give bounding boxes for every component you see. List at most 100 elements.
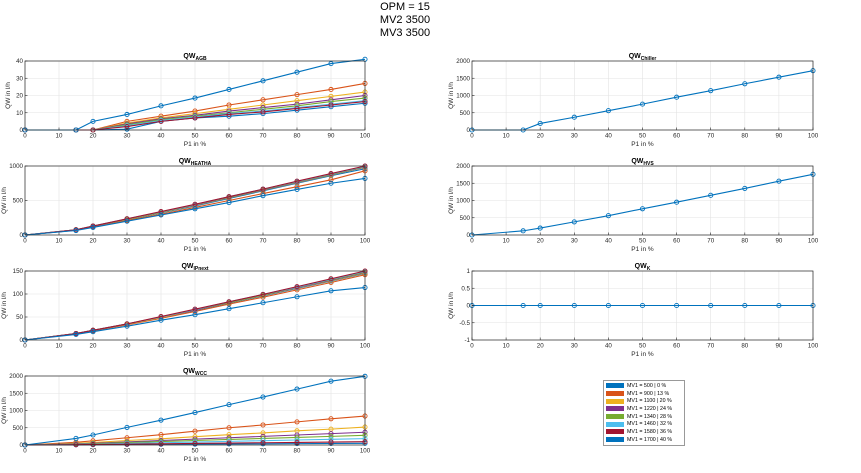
x-tick-label: 80 [741, 343, 748, 350]
y-tick-label: 1500 [456, 180, 470, 187]
x-tick-label: 90 [775, 133, 782, 140]
data-point [708, 192, 714, 198]
x-tick-label: 70 [260, 238, 267, 245]
data-point [192, 440, 198, 446]
series-line [471, 173, 814, 236]
data-point [192, 312, 198, 318]
y-tick-label: 100 [13, 291, 24, 298]
data-point [73, 227, 79, 234]
data-point [328, 180, 334, 186]
x-tick-label: 60 [673, 343, 680, 350]
x-tick-label: 0 [470, 238, 474, 245]
legend-label: MV1 = 1700 | 40 % [627, 436, 673, 443]
data-point [674, 199, 680, 205]
chart-title-main: QW [631, 158, 643, 165]
x-tick-label: 30 [124, 448, 131, 455]
data-point [294, 92, 300, 98]
data-point [294, 186, 300, 193]
x-tick-label: 70 [707, 238, 714, 245]
y-tick-label: 30 [16, 75, 23, 82]
legend-swatch [606, 398, 624, 404]
y-tick-label: 0 [467, 232, 471, 239]
chart-title-sub: HVS [643, 161, 654, 167]
legend-entry: MV1 = 1100 | 20 % [606, 397, 682, 405]
x-axis-label: P1 in % [184, 141, 207, 148]
data-point [90, 432, 96, 438]
legend-entry: MV1 = 1460 | 32 % [606, 420, 682, 428]
legend-swatch [606, 429, 624, 435]
data-point [742, 185, 748, 191]
chart-title-main: QW [635, 263, 647, 270]
x-tick-label: 100 [360, 343, 371, 350]
chart-title-main: QW [179, 158, 191, 165]
data-point [124, 218, 130, 224]
x-tick-label: 10 [503, 343, 510, 350]
chart-title-sub: IPnext [194, 266, 209, 272]
x-tick-label: 30 [571, 343, 578, 350]
legend-label: MV1 = 1460 | 32 % [627, 421, 673, 428]
legend-entry: MV1 = 1340 | 28 % [606, 413, 682, 421]
x-tick-label: 80 [294, 343, 301, 350]
x-tick-label: 50 [192, 343, 199, 350]
legend-entry: MV1 = 1580 | 36 % [606, 428, 682, 436]
series-line [24, 165, 366, 236]
data-point [571, 302, 577, 309]
x-tick-label: 100 [360, 133, 371, 140]
y-tick-label: 40 [16, 58, 23, 65]
legend-label: MV1 = 1580 | 36 % [627, 428, 673, 435]
data-point [776, 178, 782, 184]
y-axis-label: QW in l/h [5, 82, 12, 109]
x-tick-label: 80 [741, 133, 748, 140]
data-point [294, 419, 300, 425]
x-tick-label: 10 [503, 133, 510, 140]
data-point [605, 108, 611, 114]
chart-title: QWK [635, 263, 651, 272]
data-point [674, 302, 680, 309]
x-tick-label: 20 [537, 343, 544, 350]
y-tick-label: 50 [16, 314, 23, 321]
x-tick-label: 60 [226, 133, 233, 140]
x-tick-label: 90 [328, 238, 335, 245]
data-point [226, 299, 232, 305]
x-tick-label: 90 [328, 343, 335, 350]
data-point [124, 111, 130, 118]
data-point [294, 284, 300, 290]
x-tick-label: 70 [707, 343, 714, 350]
x-axis-label: P1 in % [631, 141, 654, 148]
chart-title: QWHVS [631, 158, 654, 167]
series-line [24, 287, 366, 341]
y-tick-label: 150 [13, 268, 24, 275]
x-tick-label: 60 [226, 343, 233, 350]
data-point [260, 109, 266, 115]
legend-label: MV1 = 1100 | 20 % [627, 398, 672, 405]
data-point [776, 302, 782, 309]
data-point [328, 288, 334, 294]
data-point [226, 86, 232, 93]
data-point [260, 78, 266, 84]
chart-title-main: QW [183, 53, 195, 60]
data-point [226, 194, 232, 200]
x-tick-label: 100 [808, 343, 819, 350]
data-point [639, 101, 646, 107]
x-tick-label: 40 [158, 448, 165, 455]
data-point [520, 228, 526, 234]
figure-header: OPM = 15 MV2 3500 MV3 3500 [340, 1, 470, 40]
y-tick-label: 500 [13, 425, 24, 432]
data-point [226, 111, 232, 118]
data-point [328, 93, 334, 99]
data-point [226, 425, 232, 431]
data-point [73, 331, 79, 338]
data-point [674, 94, 680, 100]
legend-label: MV1 = 1220 | 24 % [627, 405, 673, 412]
legend-label: MV1 = 1340 | 28 % [627, 413, 673, 420]
chart-agb: 0 10 20 30 40 50 60 70 80 90 100 0 10 20 30 40 QWAGB P1 i… [5, 53, 371, 148]
x-tick-label: 90 [775, 238, 782, 245]
data-point [639, 302, 646, 309]
x-axis-label: P1 in % [631, 246, 654, 253]
data-point [158, 313, 164, 320]
legend-swatch [606, 391, 624, 397]
y-axis-label: QW in l/h [1, 397, 8, 424]
data-point [158, 118, 164, 124]
chart-title-sub: K [647, 266, 651, 272]
